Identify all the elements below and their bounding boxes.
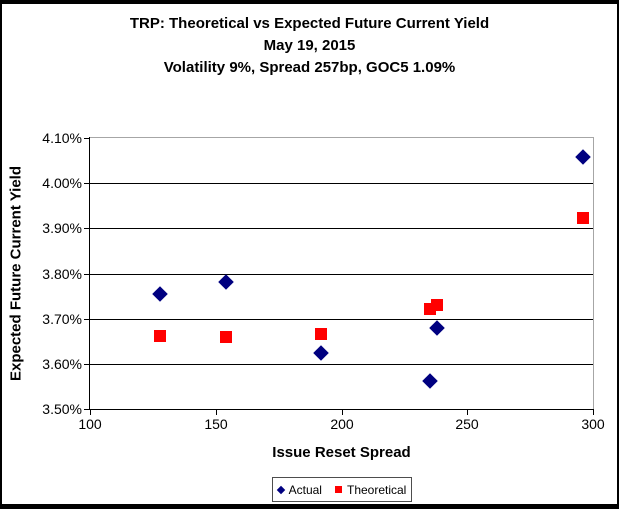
x-tick-label: 300 [581, 416, 605, 432]
data-point-actual [575, 149, 591, 165]
y-tick-label: 3.50% [42, 401, 82, 417]
y-axis-tick [84, 409, 90, 410]
y-tick-label: 4.00% [42, 175, 82, 191]
data-point-actual [429, 320, 445, 336]
data-point-actual [313, 345, 330, 361]
y-axis-tick [84, 274, 90, 275]
x-tick-label: 150 [204, 416, 228, 432]
gridline [90, 274, 593, 275]
y-axis-tick [84, 183, 90, 184]
gridline [90, 364, 593, 365]
x-tick-label: 250 [455, 416, 479, 432]
x-axis-title: Issue Reset Spread [272, 444, 411, 461]
y-tick-label: 4.10% [42, 130, 82, 146]
gridline [90, 183, 593, 184]
x-tick-label: 100 [78, 416, 102, 432]
y-tick-label: 3.70% [42, 311, 82, 327]
y-axis-line [89, 137, 90, 410]
chart-title: TRP: Theoretical vs Expected Future Curr… [129, 15, 490, 32]
y-tick-label: 3.80% [42, 266, 82, 282]
data-point-theoretical [576, 212, 589, 225]
y-axis-tick [84, 228, 90, 229]
chart-title-block: TRP: Theoretical vs Expected Future Curr… [0, 13, 619, 79]
x-axis-tick [216, 410, 217, 415]
legend-label: Theoretical [346, 482, 407, 497]
y-axis-title: Expected Future Current Yield [7, 165, 25, 382]
x-axis-tick [593, 410, 594, 415]
data-point-theoretical [315, 328, 328, 341]
gridline [90, 228, 593, 229]
x-tick-label: 200 [330, 416, 354, 432]
data-point-theoretical [219, 330, 232, 343]
x-axis-tick [467, 410, 468, 415]
data-point-theoretical [154, 330, 167, 343]
legend-item-actual: Actual [276, 482, 322, 497]
chart-subtitle-date: May 19, 2015 [263, 37, 356, 54]
data-point-actual [152, 286, 169, 302]
x-axis-line [89, 409, 594, 410]
diamond-marker-icon [276, 485, 285, 494]
square-marker-icon [334, 486, 342, 493]
legend-label: Actual [288, 482, 322, 497]
data-point-theoretical [431, 298, 444, 311]
gridline [90, 319, 593, 320]
y-tick-label: 3.60% [42, 356, 82, 372]
plot-border-right [593, 137, 594, 410]
data-point-actual [421, 372, 438, 389]
y-axis-tick [84, 364, 90, 365]
y-tick-label: 3.90% [42, 220, 82, 236]
chart-subtitle-params: Volatility 9%, Spread 257bp, GOC5 1.09% [163, 59, 456, 76]
plot-border-top [89, 137, 594, 138]
data-point-actual [218, 273, 234, 290]
legend: Actual Theoretical [272, 477, 412, 502]
x-axis-tick [342, 410, 343, 415]
legend-item-theoretical: Theoretical [334, 482, 407, 497]
x-axis-tick [90, 410, 91, 415]
y-axis-tick [84, 138, 90, 139]
y-axis-tick [84, 319, 90, 320]
